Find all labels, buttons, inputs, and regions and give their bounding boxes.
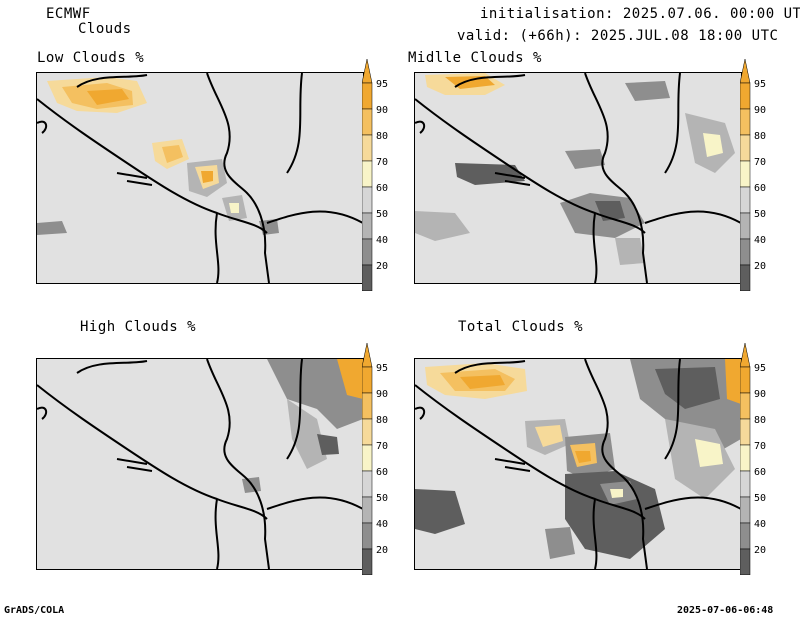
product-name: Clouds: [78, 21, 132, 37]
colorbar-label: 90: [754, 105, 766, 116]
colorbar-segment: [740, 470, 751, 498]
colorbar-label: 95: [376, 79, 388, 90]
colorbar-label: 40: [376, 235, 388, 246]
colorbar-segment: [362, 186, 373, 214]
colorbar-segment: [740, 496, 751, 524]
colorbar-segment: [740, 134, 751, 162]
colorbar-segment: [362, 444, 373, 472]
colorbar-label: 90: [376, 389, 388, 400]
colorbar-segment: [740, 108, 751, 136]
colorbar-label: 80: [376, 131, 388, 142]
colorbar-label: 50: [754, 209, 766, 220]
colorbar-segment: [362, 392, 373, 420]
coastlines-borders: [37, 359, 363, 569]
colorbar-over-triangle: [740, 59, 751, 84]
colorbar-segment: [362, 160, 373, 188]
cloud-field: [415, 359, 741, 559]
colorbar-middle: 95 90 80 70 60 50 40 20: [740, 59, 766, 291]
colorbar-label: 40: [376, 519, 388, 530]
model-name: ECMWF: [46, 6, 91, 22]
colorbar-low: 95 90 80 70 60 50 40 20: [362, 59, 388, 291]
colorbar-segment: [362, 366, 373, 394]
colorbar-over-triangle: [362, 59, 373, 84]
colorbar-segment: [362, 82, 373, 110]
colorbar-label: 50: [754, 493, 766, 504]
colorbar-segment: [362, 108, 373, 136]
colorbar-label: 40: [754, 519, 766, 530]
colorbar-label: 95: [754, 79, 766, 90]
footer-software: GrADS/COLA: [4, 605, 65, 616]
colorbar-label: 90: [754, 389, 766, 400]
colorbar-label: 20: [376, 545, 388, 556]
colorbar-label: 60: [754, 467, 766, 478]
colorbar-segment: [740, 522, 751, 550]
colorbar-label: 20: [376, 261, 388, 272]
colorbar-label: 70: [754, 157, 766, 168]
colorbar-over-triangle: [740, 343, 751, 368]
colorbar-label: 70: [376, 441, 388, 452]
colorbar-label: 20: [754, 545, 766, 556]
colorbar-label: 80: [754, 415, 766, 426]
colorbar-segment: [362, 134, 373, 162]
colorbar-segment: [740, 160, 751, 188]
coastlines-borders: [415, 73, 741, 283]
colorbar-segment: [362, 418, 373, 446]
colorbar-segment: [740, 444, 751, 472]
colorbar-segment: [740, 366, 751, 394]
colorbar-high: 95 90 80 70 60 50 40 20: [362, 343, 388, 575]
cloud-field: [415, 73, 735, 265]
coastlines-borders: [37, 73, 363, 283]
colorbar-label: 50: [376, 209, 388, 220]
initialisation-time: initialisation: 2025.07.06. 00:00 UTC: [480, 6, 800, 22]
panel-title-middle: Midlle Clouds %: [408, 50, 542, 66]
cloud-field: [37, 77, 279, 235]
map-low-clouds: [36, 72, 364, 284]
colorbar-total: 95 90 80 70 60 50 40 20: [740, 343, 766, 575]
panel-title-total: Total Clouds %: [458, 319, 584, 335]
colorbar-segment: [740, 264, 751, 291]
colorbar-segment: [740, 82, 751, 110]
colorbar-segment: [362, 212, 373, 240]
colorbar-label: 90: [376, 105, 388, 116]
coastlines-borders: [415, 359, 741, 569]
colorbar-label: 70: [376, 157, 388, 168]
colorbar-segment: [362, 264, 373, 291]
colorbar-label: 50: [376, 493, 388, 504]
colorbar-segment: [740, 418, 751, 446]
colorbar-segment: [740, 238, 751, 266]
colorbar-segment: [740, 548, 751, 575]
map-middle-clouds: [414, 72, 742, 284]
colorbar-label: 80: [754, 131, 766, 142]
colorbar-segment: [362, 496, 373, 524]
colorbar-segment: [362, 522, 373, 550]
colorbar-segment: [362, 238, 373, 266]
panel-title-high: High Clouds %: [80, 319, 197, 335]
colorbar-label: 80: [376, 415, 388, 426]
colorbar-label: 40: [754, 235, 766, 246]
colorbar-label: 20: [754, 261, 766, 272]
colorbar-segment: [362, 470, 373, 498]
colorbar-label: 60: [754, 183, 766, 194]
colorbar-label: 95: [376, 363, 388, 374]
map-total-clouds: [414, 358, 742, 570]
cloud-field: [242, 359, 363, 493]
colorbar-over-triangle: [362, 343, 373, 368]
panel-title-low: Low Clouds %: [37, 50, 145, 66]
colorbar-label: 70: [754, 441, 766, 452]
colorbar-segment: [740, 392, 751, 420]
colorbar-segment: [362, 548, 373, 575]
valid-time: valid: (+66h): 2025.JUL.08 18:00 UTC: [457, 28, 779, 44]
colorbar-label: 60: [376, 183, 388, 194]
colorbar-label: 95: [754, 363, 766, 374]
colorbar-segment: [740, 212, 751, 240]
map-high-clouds: [36, 358, 364, 570]
colorbar-segment: [740, 186, 751, 214]
footer-timestamp: 2025-07-06-06:48: [677, 605, 774, 616]
colorbar-label: 60: [376, 467, 388, 478]
